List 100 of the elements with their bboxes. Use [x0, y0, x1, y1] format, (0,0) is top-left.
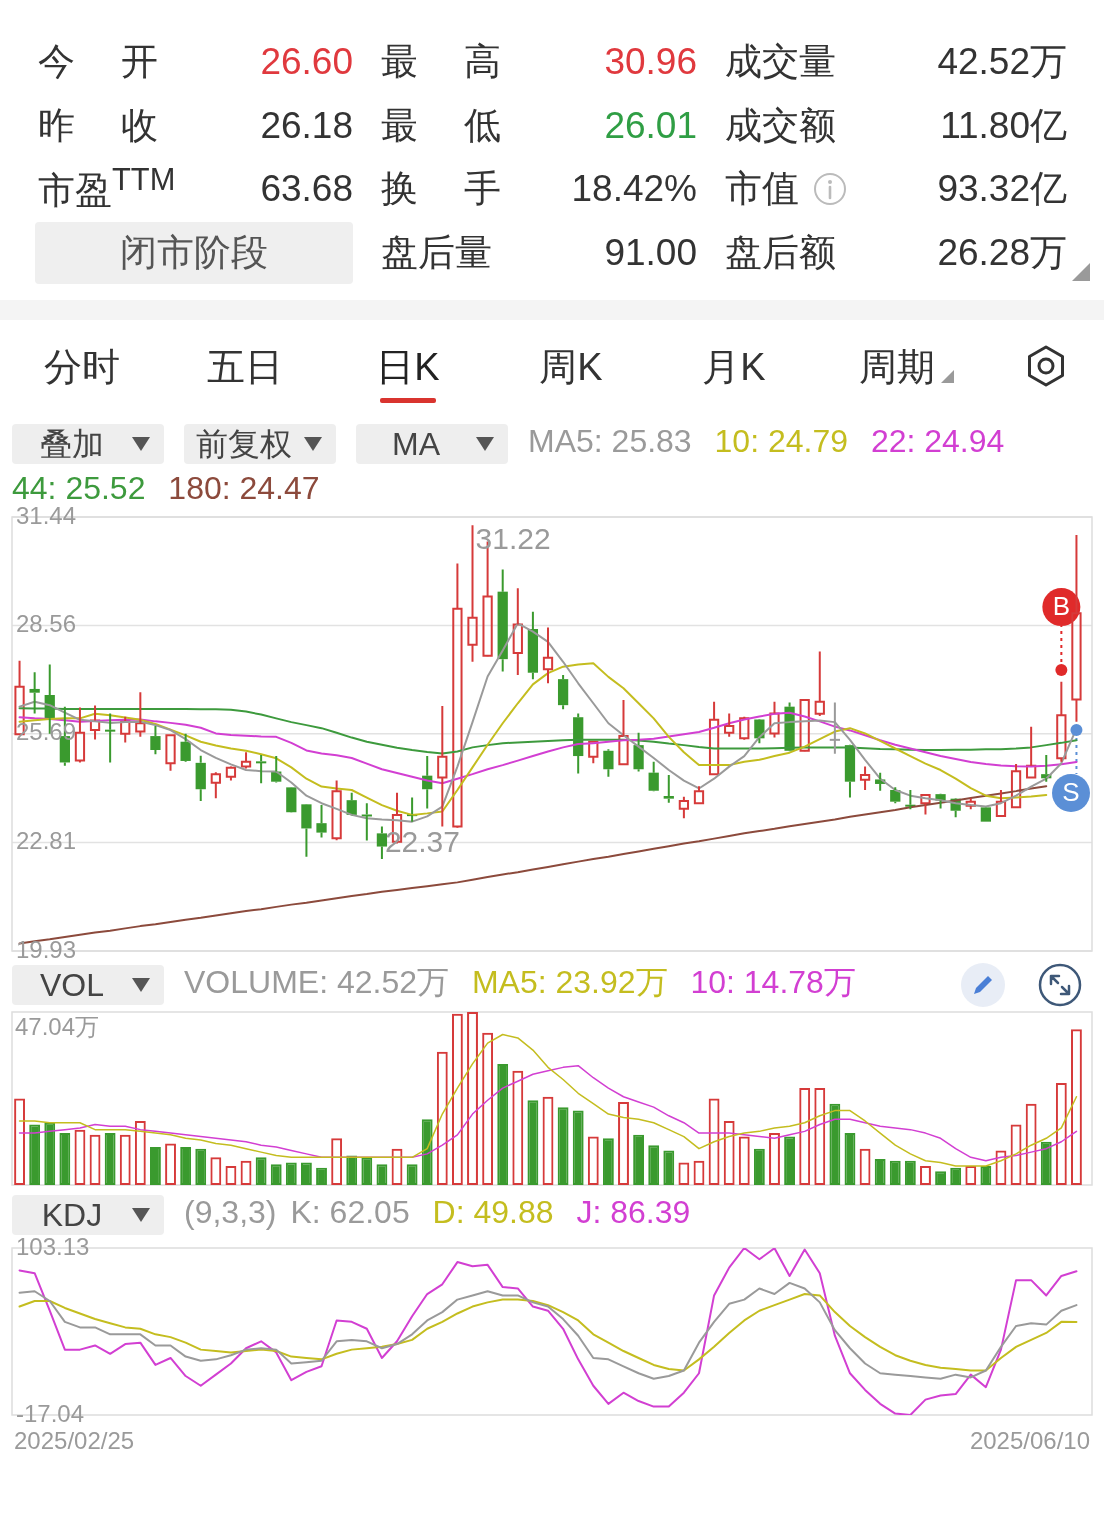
text: 分时 [44, 346, 120, 388]
candlestick [708, 700, 720, 776]
candlestick [135, 691, 146, 738]
candlestick [1026, 725, 1037, 779]
text: D: 49.88 [432, 1194, 554, 1230]
candlestick [588, 740, 599, 765]
candlestick [557, 673, 569, 711]
candlestick [210, 771, 221, 800]
candlestick [633, 731, 644, 773]
candlestick [754, 719, 765, 745]
chart-title: (9,3,3) [184, 1194, 277, 1230]
category-label: 盘后量 [381, 230, 492, 275]
candlestick [663, 773, 674, 804]
candlestick [301, 804, 312, 858]
series-label: J: 86.39 [576, 1194, 691, 1230]
candlestick [965, 797, 976, 811]
candlestick [497, 568, 508, 673]
text: 五日 [207, 346, 283, 388]
category-label: 昨 收 [38, 104, 158, 146]
candlestick [89, 704, 101, 741]
annotation: 31.22 [475, 521, 551, 555]
y-tick-label: 103.13 [16, 1232, 90, 1260]
candlestick [739, 715, 750, 740]
y-tick-label: 19.93 [16, 935, 77, 963]
text: 叠加 [40, 424, 104, 464]
candlestick [693, 785, 705, 805]
text: 前复权 [196, 424, 292, 464]
candlestick [316, 804, 327, 839]
candlestick [618, 698, 629, 766]
candlestick [844, 745, 856, 799]
candlestick [29, 671, 40, 715]
candlestick [240, 751, 252, 770]
series-label: VOLUME: 42.52万 [184, 964, 449, 1000]
candlestick [195, 754, 206, 802]
annotation: B [1052, 591, 1071, 622]
series-label: MA5: 23.92万 [471, 964, 668, 1000]
candlestick [1056, 680, 1067, 763]
candlestick [799, 698, 810, 752]
candlestick [180, 732, 191, 761]
candlestick [1010, 762, 1022, 809]
category-label: 今 开 [38, 41, 158, 82]
candlestick [603, 748, 614, 778]
candlestick [814, 650, 825, 718]
candlestick [724, 712, 735, 738]
category-label: 最 低 [381, 104, 501, 146]
candlestick [437, 704, 448, 828]
candlestick [648, 760, 659, 791]
text: 180: 24.47 [168, 470, 320, 506]
candlestick [890, 786, 901, 805]
annotation: 47.04万 [15, 1013, 100, 1040]
text: 91.00 [604, 231, 697, 273]
candlestick [286, 787, 297, 813]
category-label: 市值 [725, 167, 799, 211]
text: MA5: 25.83 [528, 423, 692, 459]
category-label: 闭市阶段 [120, 230, 268, 275]
text: 2025/02/25 [14, 1427, 135, 1454]
annotation: S [1062, 777, 1080, 808]
text: 42.52万 [937, 41, 1067, 82]
text: 2025/06/10 [969, 1427, 1090, 1454]
candlestick [150, 724, 161, 756]
candlestick [527, 610, 539, 681]
candlestick [452, 562, 463, 828]
text: 26.60 [260, 41, 353, 82]
candlestick [859, 765, 871, 791]
candlestick [995, 788, 1007, 818]
category-label: 成交量 [725, 40, 836, 84]
legend-title: VOL [39, 965, 105, 1005]
text: 月K [702, 346, 766, 388]
y-tick-label: -17.04 [16, 1399, 85, 1427]
text: 日K [376, 346, 440, 388]
text: 10: 24.79 [714, 423, 848, 459]
category-label: 市盈$^{TTM}$ [38, 161, 176, 214]
candlestick [542, 626, 554, 685]
annotation: 22.37 [384, 825, 460, 859]
category-label: 成交额 [725, 103, 836, 148]
candlestick [512, 587, 523, 676]
candlestick [225, 766, 237, 782]
candlestick [120, 715, 131, 744]
text: 10: 14.78万 [690, 964, 856, 1000]
candlestick [1071, 534, 1082, 723]
candlestick [74, 706, 86, 764]
text: K: 62.05 [290, 1194, 410, 1230]
candlestick [769, 700, 780, 739]
legend-title: MA [392, 424, 440, 464]
candlestick [376, 825, 388, 860]
category-label: 换 手 [381, 168, 501, 209]
category-label: 最 高 [381, 41, 501, 82]
text: 11.80亿 [940, 104, 1067, 146]
text: 周K [539, 346, 603, 388]
legend-title: KDJ [41, 1195, 103, 1235]
text: 93.32亿 [937, 168, 1067, 209]
text: 周期 [859, 346, 935, 388]
candlestick [678, 795, 690, 820]
candlestick [331, 779, 342, 842]
y-tick-label: 22.81 [16, 827, 77, 855]
text: 22: 24.94 [870, 423, 1005, 459]
text: 26.28万 [937, 231, 1067, 273]
candlestick [920, 793, 931, 816]
category-label: 盘后额 [725, 230, 836, 275]
text: 63.68 [260, 168, 353, 209]
